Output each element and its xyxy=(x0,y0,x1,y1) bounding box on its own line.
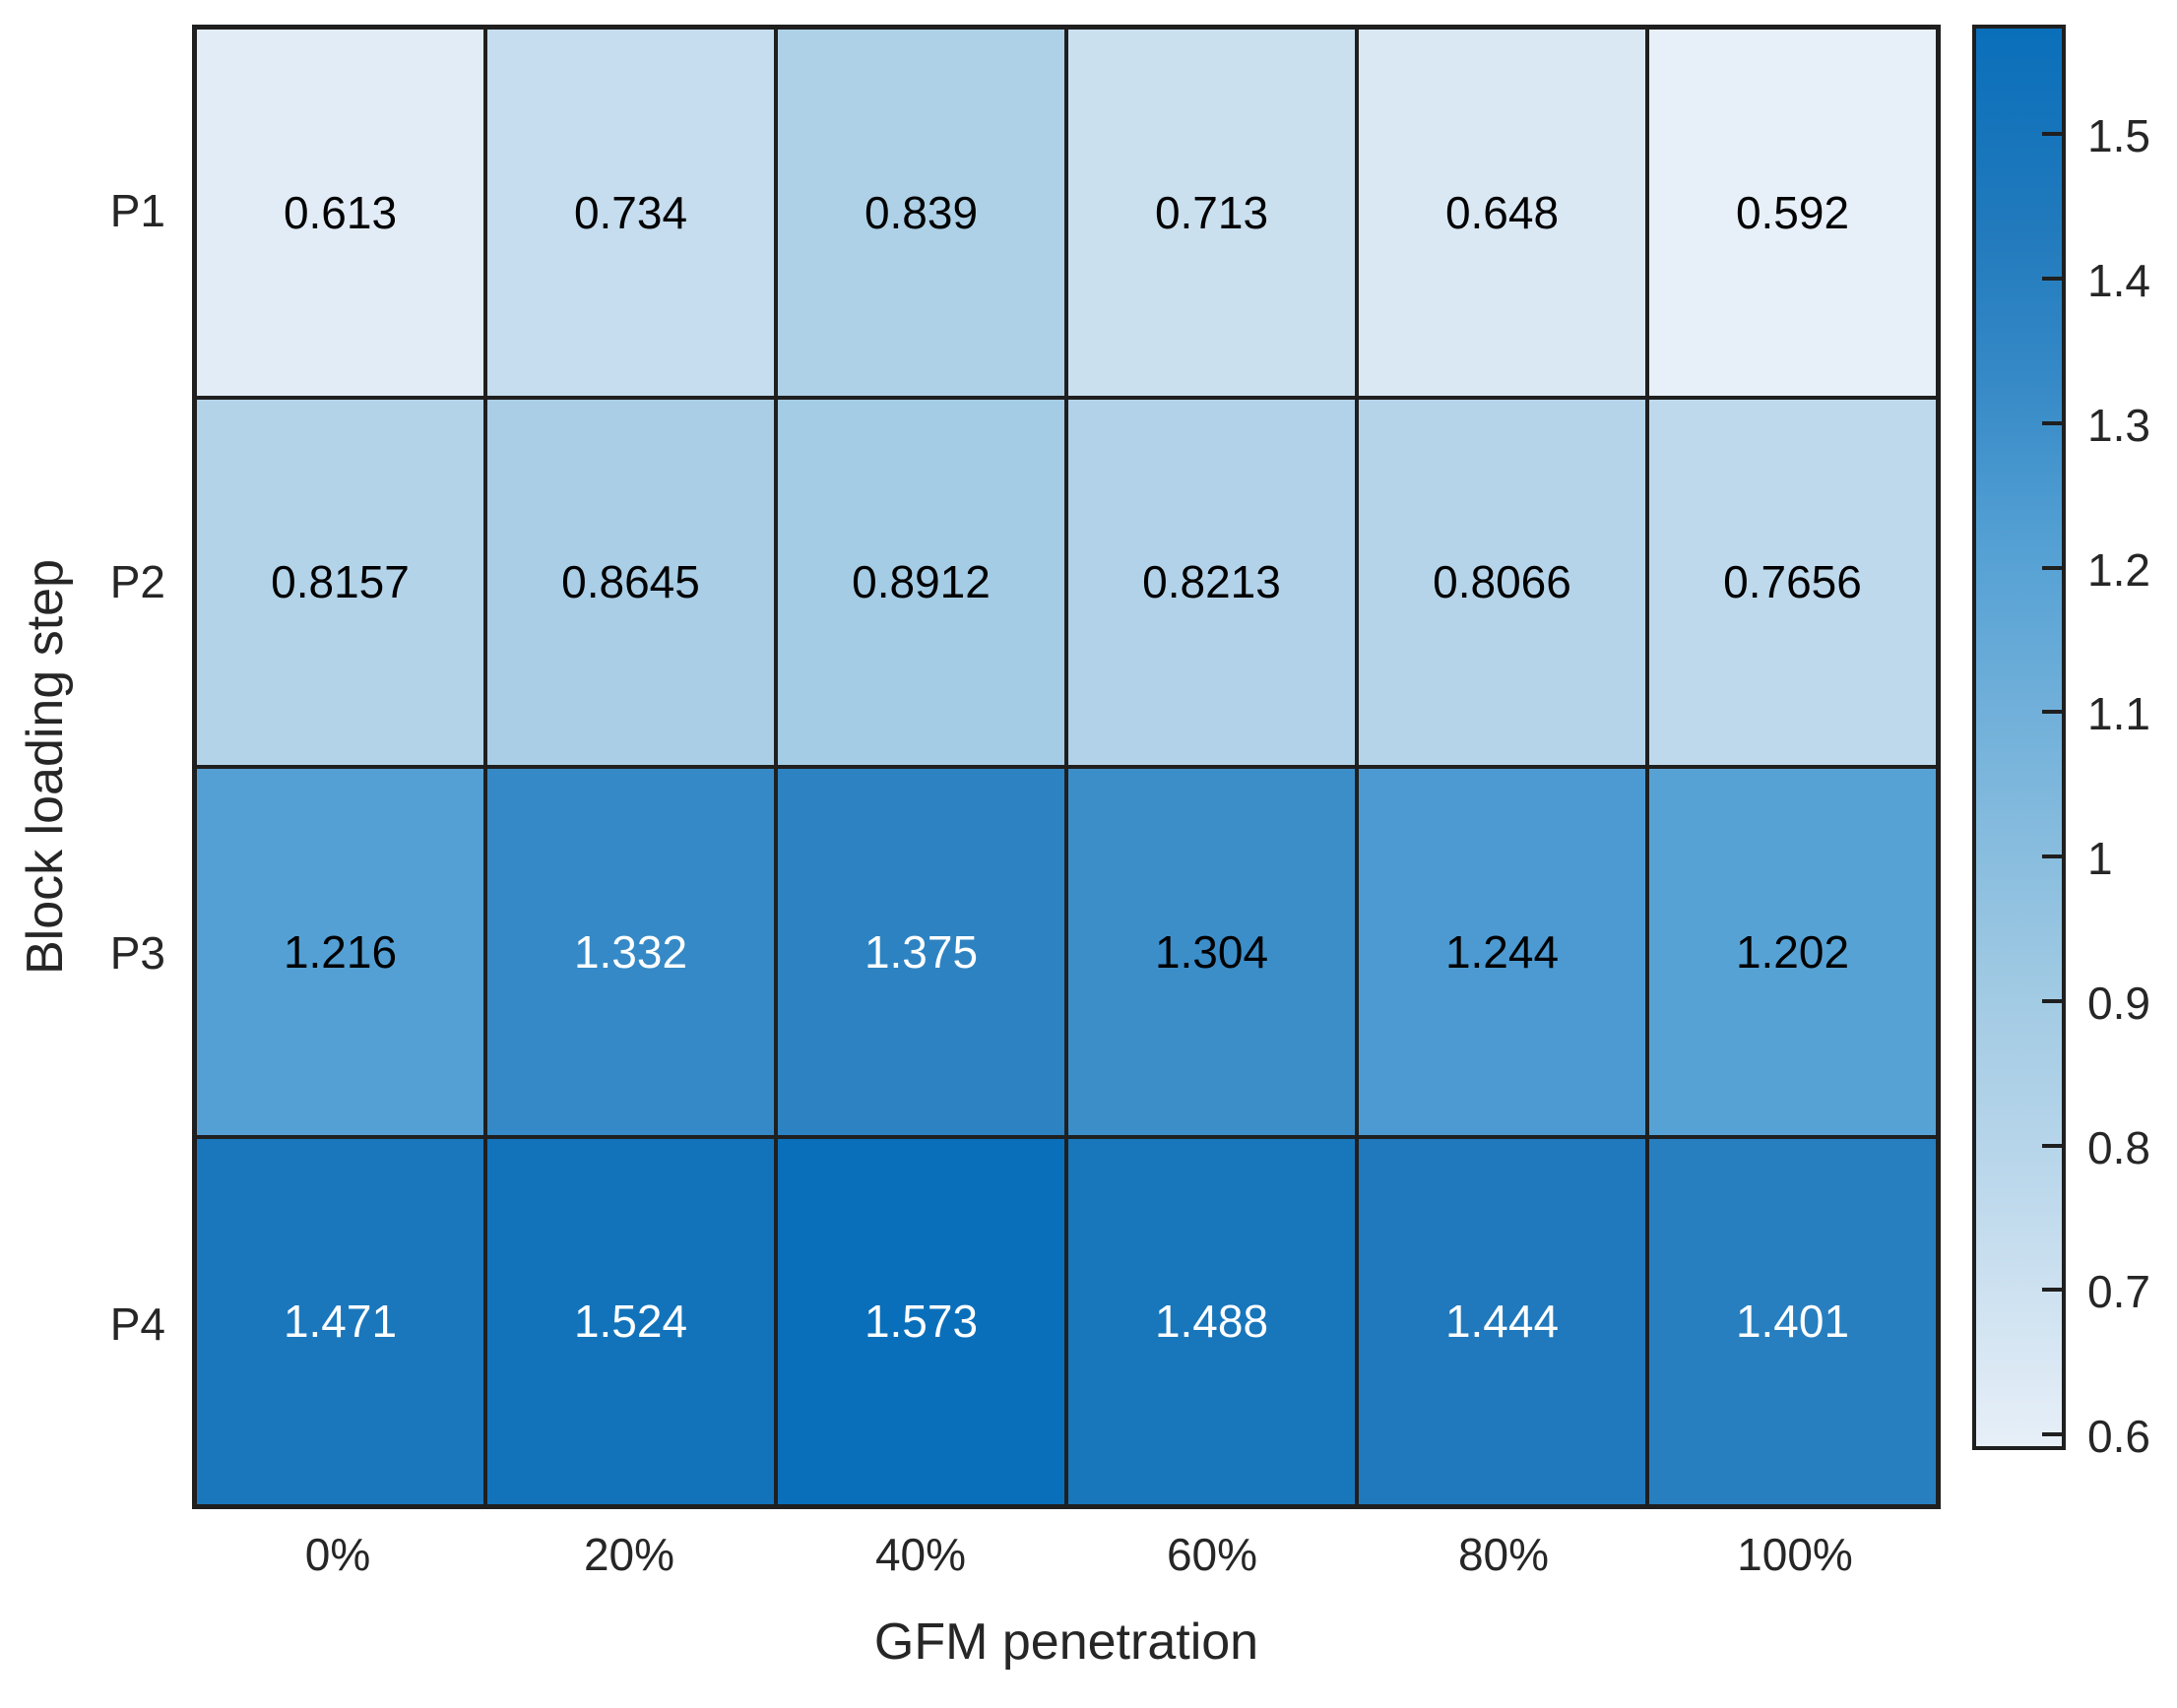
y-tick-P2: P2 xyxy=(109,555,165,607)
heatmap-cell-P4-60%: 1.488 xyxy=(1068,1138,1355,1504)
colorbar-ticklabel-1.1: 1.1 xyxy=(2087,688,2150,739)
colorbar xyxy=(1972,25,2066,1450)
heatmap-cell-P2-60%: 0.8213 xyxy=(1068,399,1355,765)
colorbar-ticklabel-1.4: 1.4 xyxy=(2087,255,2150,306)
x-tick-20%: 20% xyxy=(583,1529,675,1580)
heatmap-cell-P1-60%: 0.713 xyxy=(1068,30,1355,396)
colorbar-tickmark-1.1 xyxy=(2042,710,2062,714)
heatmap-cell-P4-100%: 1.401 xyxy=(1649,1138,1936,1504)
colorbar-tickmark-1.4 xyxy=(2042,277,2062,281)
y-tick-P3: P3 xyxy=(109,926,165,979)
heatmap-cell-P4-80%: 1.444 xyxy=(1359,1138,1645,1504)
heatmap-cell-P4-0%: 1.471 xyxy=(197,1138,483,1504)
y-tick-labels: P1 P2 P3 P4 xyxy=(0,25,165,1509)
heatmap-cell-P1-40%: 0.839 xyxy=(778,30,1064,396)
colorbar-ticklabel-0.7: 0.7 xyxy=(2087,1266,2150,1317)
x-tick-60%: 60% xyxy=(1166,1529,1258,1580)
colorbar-tickmark-0.8 xyxy=(2042,1144,2062,1148)
colorbar-tickmark-1.3 xyxy=(2042,421,2062,425)
heatmap-cell-P4-40%: 1.573 xyxy=(778,1138,1064,1504)
y-tick-P4: P4 xyxy=(109,1297,165,1350)
heatmap-cell-P3-20%: 1.332 xyxy=(487,769,774,1135)
heatmap-cell-P1-80%: 0.648 xyxy=(1359,30,1645,396)
heatmap-cell-P1-100%: 0.592 xyxy=(1649,30,1936,396)
heatmap-cell-P1-0%: 0.613 xyxy=(197,30,483,396)
x-axis-title: GFM penetration xyxy=(873,1613,1259,1671)
heatmap-cell-P3-80%: 1.244 xyxy=(1359,769,1645,1135)
colorbar-gradient xyxy=(1976,29,2062,1446)
x-tick-labels: 0% 20% 40% 60% 80% 100% xyxy=(192,1528,1941,1587)
heatmap-cell-P2-20%: 0.8645 xyxy=(487,399,774,765)
heatmap-cell-P4-20%: 1.524 xyxy=(487,1138,774,1504)
colorbar-tickmark-0.9 xyxy=(2042,999,2062,1003)
heatmap-cell-P2-40%: 0.8912 xyxy=(778,399,1064,765)
colorbar-tickmark-1.2 xyxy=(2042,566,2062,570)
heatmap-cell-P2-80%: 0.8066 xyxy=(1359,399,1645,765)
x-tick-80%: 80% xyxy=(1457,1529,1550,1580)
x-tick-100%: 100% xyxy=(1737,1529,1853,1580)
colorbar-ticklabel-1: 1 xyxy=(2087,833,2113,884)
heatmap-cell-P2-100%: 0.7656 xyxy=(1649,399,1936,765)
colorbar-tickmark-1.5 xyxy=(2042,132,2062,136)
colorbar-tickmark-0.6 xyxy=(2042,1432,2062,1436)
colorbar-ticklabel-0.6: 0.6 xyxy=(2087,1411,2150,1462)
colorbar-tickmark-0.7 xyxy=(2042,1288,2062,1292)
colorbar-ticklabel-0.8: 0.8 xyxy=(2087,1122,2150,1173)
heatmap-cell-P1-20%: 0.734 xyxy=(487,30,774,396)
heatmap-cell-P3-100%: 1.202 xyxy=(1649,769,1936,1135)
colorbar-ticklabel-1.5: 1.5 xyxy=(2087,110,2150,161)
heatmap-cell-P3-60%: 1.304 xyxy=(1068,769,1355,1135)
colorbar-ticklabel-1.2: 1.2 xyxy=(2087,544,2150,596)
heatmap-cell-P3-0%: 1.216 xyxy=(197,769,483,1135)
heatmap-cell-P2-0%: 0.8157 xyxy=(197,399,483,765)
colorbar-ticklabel-0.9: 0.9 xyxy=(2087,978,2150,1029)
colorbar-tickmark-1 xyxy=(2042,854,2062,858)
colorbar-ticklabel-1.3: 1.3 xyxy=(2087,400,2150,451)
heatmap-cell-P3-40%: 1.375 xyxy=(778,769,1064,1135)
heatmap-grid: 0.613 0.734 0.839 0.713 0.648 0.592 0.8157 0.86… xyxy=(192,25,1941,1509)
y-tick-P1: P1 xyxy=(109,184,165,236)
x-tick-40%: 40% xyxy=(874,1529,967,1580)
x-tick-0%: 0% xyxy=(304,1529,371,1580)
